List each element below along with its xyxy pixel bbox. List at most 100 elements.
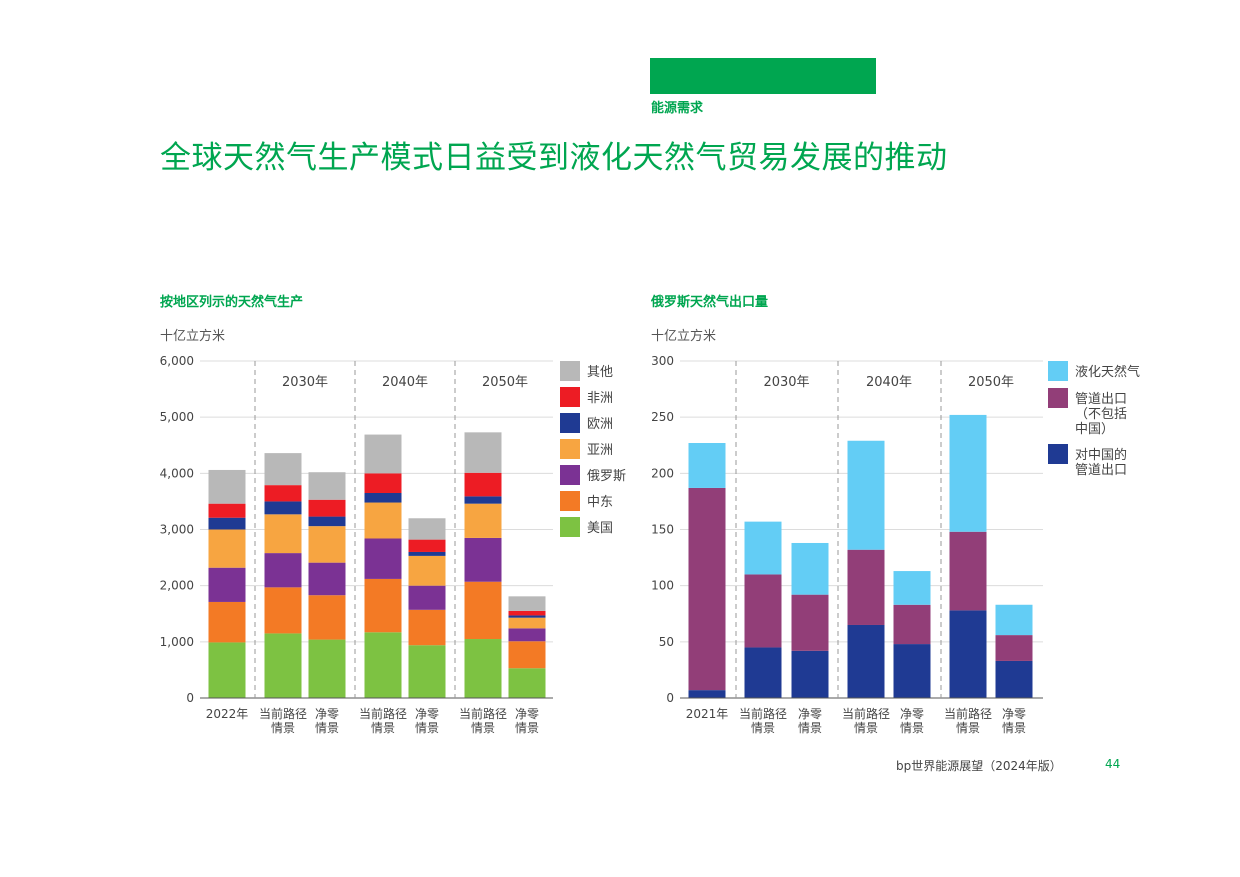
bar-segment [364,434,402,474]
bar-segment [308,639,346,698]
group-label: 2040年 [866,375,912,390]
x-tick-label: 情景 [415,721,439,735]
legend-swatch [560,439,580,459]
legend-label: 管道出口 [1075,463,1127,478]
x-tick-label: 情景 [1002,721,1026,735]
bar-segment [308,516,346,527]
group-label: 2030年 [282,375,328,390]
bar-segment [744,647,782,698]
legend-label: 中东 [587,495,613,510]
bar-segment [408,551,446,556]
x-tick-label: 2021年 [686,707,729,721]
y-tick-label: 150 [651,523,674,537]
footer-publication: bp世界能源展望（2024年版） [896,759,1062,773]
y-tick-label: 300 [651,354,674,368]
x-tick-label: 情景 [471,721,495,735]
bar-segment [208,601,246,643]
bar-segment [264,553,302,588]
chart-unit-russia-exports: 十亿立方米 [651,329,717,344]
bar-segment [508,628,546,642]
bar-segment [744,574,782,648]
legend-label: 中国） [1075,422,1114,437]
bar-segment [208,567,246,602]
section-label: 能源需求 [651,101,704,116]
bar-segment [508,668,546,698]
bar-segment [688,690,726,698]
bar-segment [847,624,885,698]
x-tick-label: 情景 [900,721,924,735]
bar-segment [464,432,502,473]
y-tick-label: 3,000 [160,523,194,537]
bar-segment [464,503,502,538]
bar-segment [791,594,829,651]
x-tick-label: 情景 [371,721,395,735]
bar-segment [408,645,446,698]
page-number: 44 [1105,757,1121,771]
x-tick-label: 净零 [1002,707,1026,721]
bar-segment [508,596,546,611]
x-tick-label: 情景 [798,721,822,735]
bar-segment [995,660,1033,698]
group-label: 2050年 [482,375,528,390]
bar-segment [264,453,302,486]
legend-swatch [1048,388,1068,408]
legend-label: 美国 [587,521,613,536]
bar-segment [364,632,402,698]
x-tick-label: 当前路径 [944,706,992,721]
bar-segment [408,555,446,586]
x-tick-label: 当前路径 [359,706,407,721]
x-tick-label: 净零 [315,707,339,721]
x-tick-label: 当前路径 [842,706,890,721]
bar-segment [508,610,546,616]
legend-swatch [560,517,580,537]
page-title: 全球天然气生产模式日益受到液化天然气贸易发展的推动 [160,140,948,176]
legend-label: 液化天然气 [1075,364,1140,380]
bar-segment [949,610,987,698]
y-tick-label: 2,000 [160,579,194,593]
legend-swatch [560,491,580,511]
x-tick-label: 2022年 [206,707,249,721]
bar-segment [364,473,402,493]
x-tick-label: 情景 [751,721,775,735]
x-tick-label: 当前路径 [259,706,307,721]
bar-segment [364,578,402,633]
legend-swatch [560,413,580,433]
chart-title-production: 按地区列示的天然气生产 [160,295,304,310]
bar-segment [893,644,931,698]
bar-segment [464,496,502,504]
x-tick-label: 净零 [900,707,924,721]
bar-segment [408,609,446,646]
x-tick-label: 当前路径 [459,706,507,721]
bar-segment [688,487,726,691]
bar-segment [264,633,302,698]
chart-title-russia-exports: 俄罗斯天然气出口量 [651,295,769,310]
bar-segment [949,414,987,532]
y-tick-label: 5,000 [160,410,194,424]
y-tick-label: 0 [186,691,194,705]
bar-segment [308,562,346,596]
bar-segment [308,526,346,563]
bar-segment [208,503,246,518]
bar-segment [464,639,502,698]
bar-segment [308,472,346,500]
legend-label: 欧洲 [587,417,613,432]
legend-swatch [1048,444,1068,464]
legend-label: 非洲 [587,391,613,406]
y-tick-label: 50 [659,635,674,649]
bar-segment [408,518,446,540]
y-tick-label: 100 [651,579,674,593]
bar-segment [308,499,346,517]
bar-segment [264,501,302,515]
bar-segment [264,485,302,502]
x-tick-label: 情景 [956,721,980,735]
bar-segment [508,641,546,669]
bar-segment [208,517,246,530]
y-tick-label: 4,000 [160,466,194,480]
legend-label: 对中国的 [1075,447,1127,463]
bar-segment [364,492,402,503]
y-tick-label: 6,000 [160,354,194,368]
legend-swatch [560,465,580,485]
bar-segment [208,469,246,504]
